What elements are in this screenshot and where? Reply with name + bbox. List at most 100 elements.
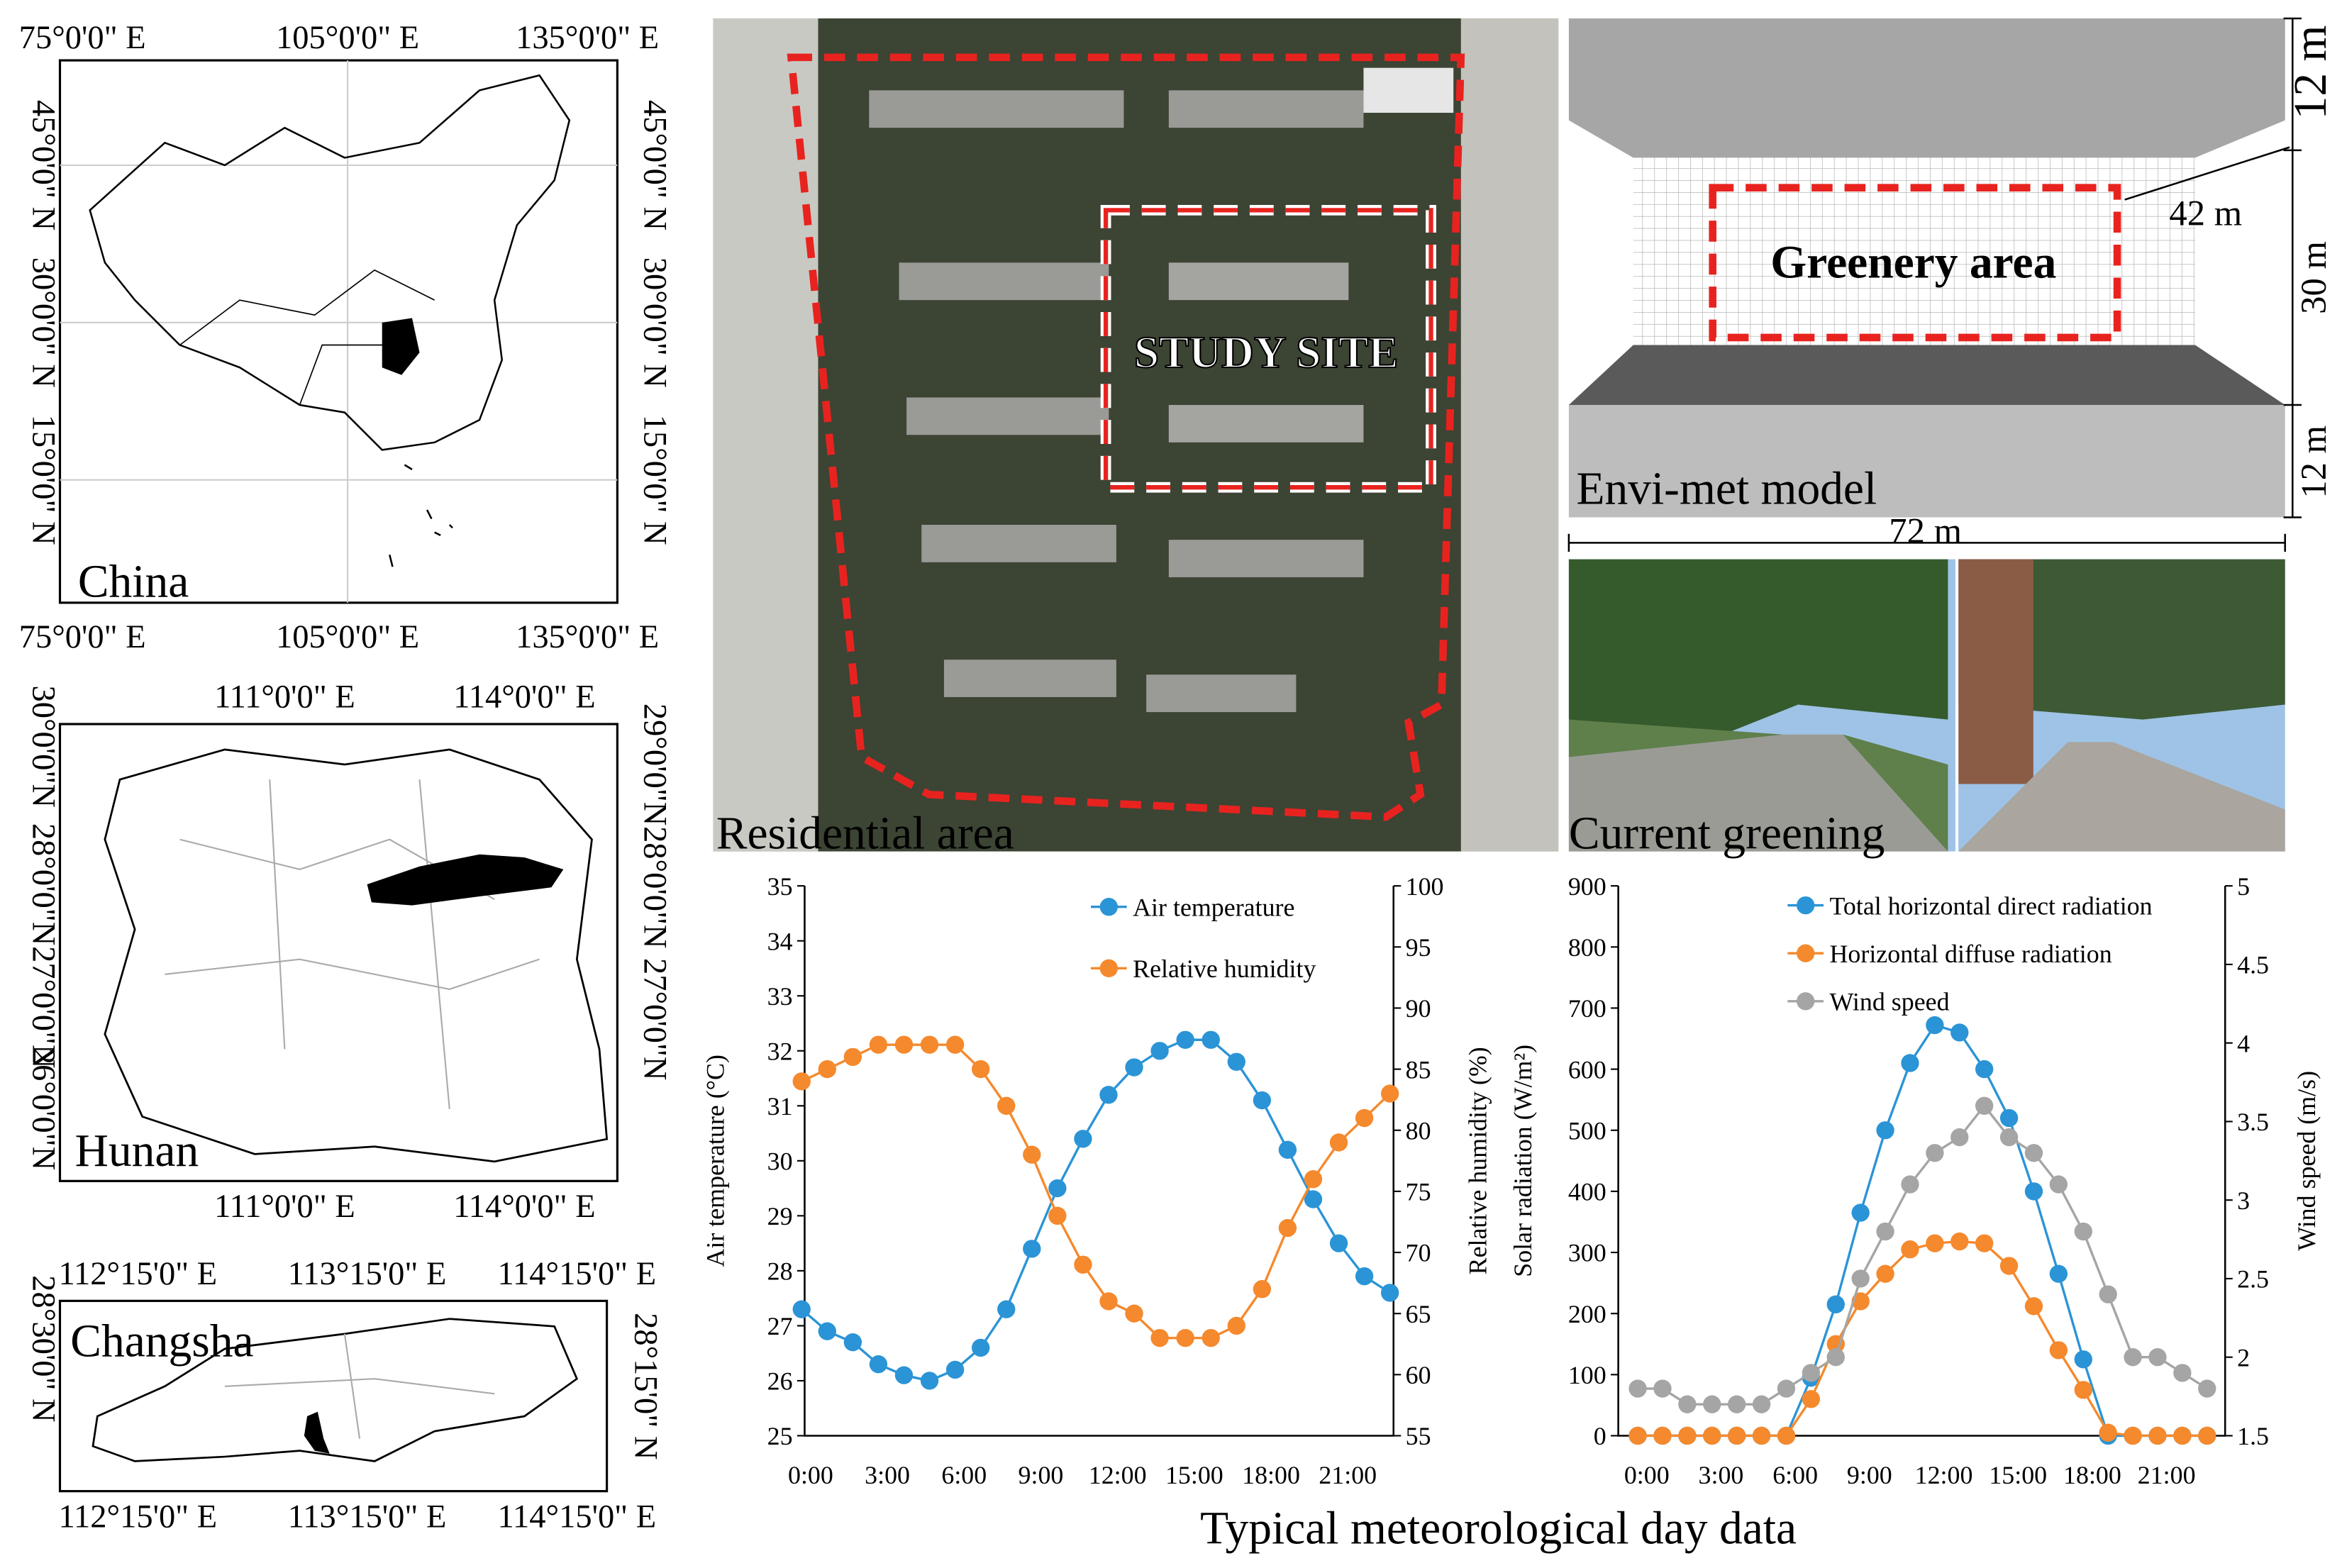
data-point [1048,1179,1067,1198]
data-point [1176,1328,1194,1347]
data-point [1950,1128,1969,1147]
data-point [1703,1395,1721,1413]
map-coordinate-label: 27°0'0"N [25,946,61,1068]
hunan-map: Hunan [58,723,618,1182]
y2-tick-label: 4 [2237,1029,2250,1057]
data-point [1926,1016,1944,1035]
data-point [1253,1280,1272,1299]
data-point [869,1035,888,1054]
map-coordinate-label: 29°0'0"N [636,704,672,825]
greening-photo: Current greening [1568,559,2285,859]
series-line [1638,1103,2208,1406]
map-label: China [78,556,189,607]
y-tick-label: 35 [767,872,793,901]
data-point [1728,1426,1746,1445]
map-coordinate-label: 111°0'0" E [214,679,355,716]
map-coordinate-label: 112°15'0" E [59,1499,218,1535]
data-point [997,1300,1016,1318]
y-tick-label: 900 [1568,872,1606,901]
data-point [818,1322,836,1340]
data-point [1950,1232,1969,1251]
data-point [1851,1269,1870,1288]
data-point [1653,1379,1672,1398]
data-point [1678,1426,1697,1445]
data-point [1628,1379,1647,1398]
data-point [1099,1086,1118,1104]
y-tick-label: 33 [767,982,793,1011]
data-point [1355,1267,1374,1286]
data-point [2198,1379,2216,1398]
data-point [1826,1348,1845,1367]
data-point [1777,1379,1796,1398]
data-point [1355,1108,1374,1128]
y-tick-label: 29 [767,1202,793,1230]
x-tick-label: 9:00 [1019,1461,1064,1489]
y-axis-title: Solar radiation (W/m²) [1509,1045,1537,1277]
axis-line [1617,886,2226,1437]
x-tick-label: 6:00 [941,1461,987,1489]
data-point [1802,1390,1821,1408]
data-point [2198,1426,2216,1445]
aerial-photo: STUDY SITE Residential area [713,18,1559,859]
y-tick-label: 27 [767,1312,793,1340]
data-point [1999,1257,2019,1275]
map-coordinate-label: 15°0'0" N [636,415,672,545]
data-point [997,1096,1016,1115]
legend-label: Wind speed [1829,988,1949,1016]
data-point [1099,1292,1118,1311]
map-coordinate-label: 75°0'0" E [19,20,146,56]
data-point [972,1060,990,1079]
data-point [1329,1133,1348,1152]
data-point [2148,1426,2167,1445]
data-point [1678,1395,1697,1413]
data-point [2124,1426,2142,1445]
data-point [2099,1423,2117,1442]
dimension: 12 m [2294,426,2333,499]
map-label: Changsha [70,1316,253,1367]
data-point [1023,1145,1041,1164]
y-tick-label: 34 [767,927,793,955]
data-point [1380,1284,1399,1302]
data-point [2099,1285,2117,1303]
data-point [2148,1348,2167,1367]
y-tick-label: 400 [1568,1178,1606,1206]
data-point [1653,1426,1672,1445]
data-point [2124,1348,2142,1367]
y2-tick-label: 85 [1406,1055,1431,1084]
site-label: STUDY SITE [1134,328,1399,377]
data-point [1150,1328,1169,1347]
y2-axis-title: Relative humidity (%) [1464,1047,1492,1274]
data-point [945,1035,965,1054]
series-line [801,1038,1391,1382]
data-point [894,1366,914,1384]
data-point [1876,1121,1894,1140]
y-tick-label: 200 [1568,1300,1606,1328]
map-coordinate-label: 30°0'0" N [636,257,672,388]
x-tick-label: 12:00 [1915,1461,1973,1489]
data-point [2049,1341,2068,1360]
data-point [2024,1182,2043,1201]
y-tick-label: 800 [1568,933,1606,962]
data-point [1125,1304,1143,1323]
y2-tick-label: 3 [2237,1186,2250,1215]
data-point [1926,1144,1944,1162]
data-point [1975,1234,1994,1252]
map-coordinate-label: 114°15'0" E [498,1499,657,1535]
y-tick-label: 31 [767,1092,793,1121]
y2-tick-label: 70 [1406,1239,1431,1267]
y2-tick-label: 75 [1406,1178,1431,1206]
legend-label: Relative humidity [1133,955,1316,983]
x-tick-label: 12:00 [1089,1461,1147,1489]
data-point [2024,1144,2043,1162]
envimet-model: Greenery area 12 m 42 m 30 m 12 m 72 m E… [1567,17,2336,552]
map-coordinate-label: 135°0'0" E [516,619,659,655]
x-tick-label: 0:00 [788,1461,833,1489]
data-point [1150,1042,1169,1060]
x-tick-label: 9:00 [1847,1461,1892,1489]
legend-label: Air temperature [1133,893,1294,921]
data-point [869,1355,888,1374]
map-coordinate-label: 15°0'0" N [25,415,61,545]
data-point [1802,1364,1821,1382]
